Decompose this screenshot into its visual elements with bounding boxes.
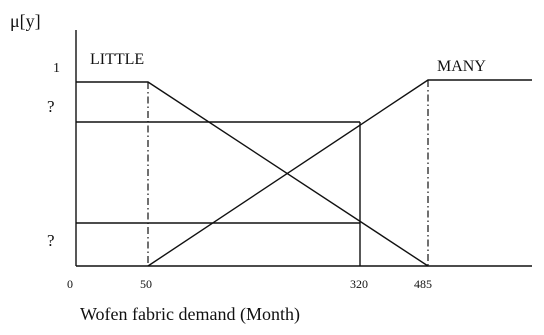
x-tick-320: 320 (350, 277, 368, 291)
x-tick-0: 0 (67, 277, 73, 291)
x-tick-485: 485 (414, 277, 432, 291)
y-tick-one: 1 (53, 61, 60, 76)
x-tick-50: 50 (140, 277, 152, 291)
label-many: MANY (437, 58, 486, 75)
little-curve (76, 81, 429, 267)
many-curve (147, 79, 532, 267)
y-axis-label: μ[y] (10, 11, 41, 31)
y-tick-lower-unknown: ? (47, 231, 55, 250)
y-tick-upper-unknown: ? (47, 97, 55, 116)
label-little: LITTLE (90, 51, 144, 68)
x-axis-caption: Wofen fabric demand (Month) (80, 304, 300, 325)
